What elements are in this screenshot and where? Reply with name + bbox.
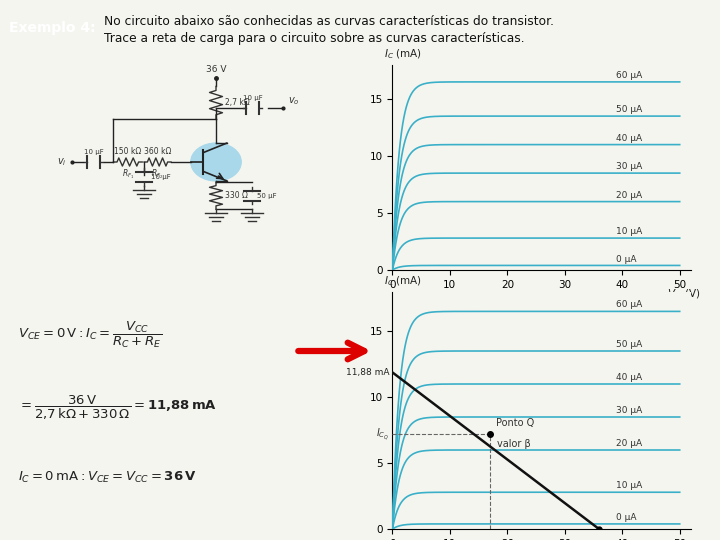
Text: 20 μA: 20 μA bbox=[616, 439, 643, 448]
Text: Ponto Q: Ponto Q bbox=[496, 418, 534, 428]
Text: 10 μF: 10 μF bbox=[151, 174, 171, 180]
Text: 330 Ω: 330 Ω bbox=[225, 191, 248, 200]
Text: Exemplo 4:: Exemplo 4: bbox=[9, 22, 96, 35]
Text: $R_{F_1}$: $R_{F_1}$ bbox=[122, 167, 134, 181]
Text: Trace a reta de carga para o circuito sobre as curvas características.: Trace a reta de carga para o circuito so… bbox=[104, 32, 525, 45]
Text: 0 μA: 0 μA bbox=[616, 255, 637, 264]
Text: 0 μA: 0 μA bbox=[616, 513, 637, 522]
Text: $v_i$: $v_i$ bbox=[57, 156, 66, 168]
Text: 50 μA: 50 μA bbox=[616, 340, 643, 349]
Text: 20 μA: 20 μA bbox=[616, 191, 643, 200]
Text: 360 kΩ: 360 kΩ bbox=[143, 147, 171, 156]
Text: $V_{CE} = 0\,\mathrm{V}: I_C = \dfrac{V_{CC}}{R_C + R_E}$: $V_{CE} = 0\,\mathrm{V}: I_C = \dfrac{V_… bbox=[18, 320, 162, 350]
Text: 2,7 kΩ: 2,7 kΩ bbox=[225, 98, 250, 107]
Text: 10 μA: 10 μA bbox=[616, 481, 643, 490]
Text: $I_{C_Q}$: $I_{C_Q}$ bbox=[377, 427, 390, 442]
Text: 150 kΩ: 150 kΩ bbox=[114, 147, 141, 156]
Text: 36 V: 36 V bbox=[206, 65, 226, 74]
Text: $V_{CE}$(V): $V_{CE}$(V) bbox=[667, 287, 700, 301]
Text: 60 μA: 60 μA bbox=[616, 71, 643, 80]
Text: $I_C$ (mA): $I_C$ (mA) bbox=[384, 274, 422, 288]
Text: 30 μA: 30 μA bbox=[616, 163, 643, 171]
Text: $= \dfrac{36\,\mathrm{V}}{2{,}7\,\mathrm{k}\Omega + 330\,\Omega} = \mathbf{11{,}: $= \dfrac{36\,\mathrm{V}}{2{,}7\,\mathrm… bbox=[18, 394, 217, 422]
Text: 11,88 mA: 11,88 mA bbox=[346, 368, 390, 377]
Text: 40 μA: 40 μA bbox=[616, 134, 643, 143]
Text: valor β: valor β bbox=[497, 440, 531, 449]
Text: 10 μF: 10 μF bbox=[84, 149, 104, 156]
Text: No circuito abaixo são conhecidas as curvas características do transistor.: No circuito abaixo são conhecidas as cur… bbox=[104, 15, 554, 28]
Text: 40 μA: 40 μA bbox=[616, 373, 643, 382]
Text: 50 μF: 50 μF bbox=[258, 193, 277, 199]
Text: 50 μA: 50 μA bbox=[616, 105, 643, 114]
Text: $I_C = 0\,\mathrm{mA}: V_{CE} = V_{CC} = \mathbf{36\,V}$: $I_C = 0\,\mathrm{mA}: V_{CE} = V_{CC} =… bbox=[18, 470, 197, 485]
Text: 60 μA: 60 μA bbox=[616, 300, 643, 309]
Text: 10 μF: 10 μF bbox=[243, 95, 263, 102]
Circle shape bbox=[191, 143, 241, 181]
Text: $R_{F_2}$: $R_{F_2}$ bbox=[151, 167, 163, 181]
Text: 10 μA: 10 μA bbox=[616, 227, 643, 237]
Text: 30 μA: 30 μA bbox=[616, 406, 643, 415]
Text: $v_o$: $v_o$ bbox=[288, 95, 300, 106]
Text: $I_C$ (mA): $I_C$ (mA) bbox=[384, 48, 422, 62]
